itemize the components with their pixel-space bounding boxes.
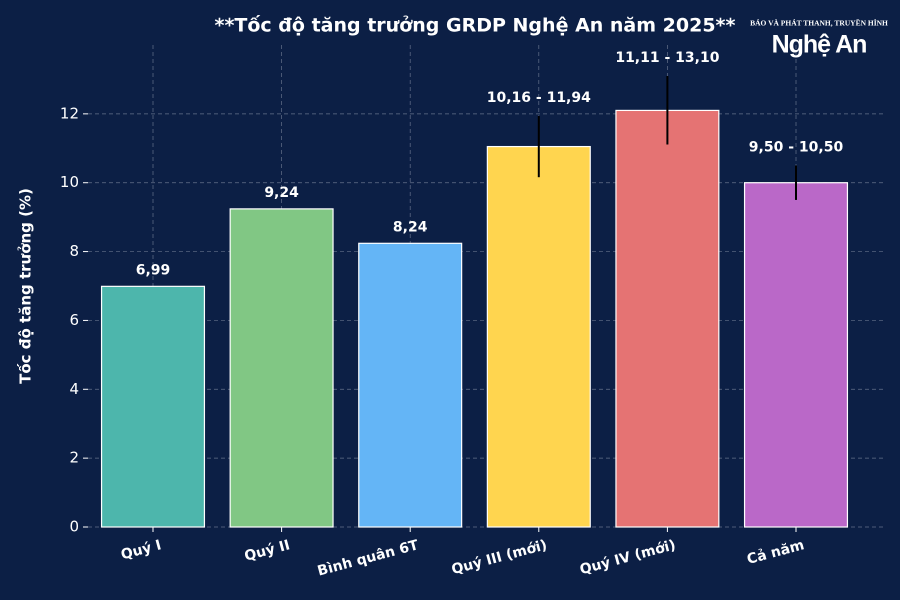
range-label: 9,50 - 10,50 — [749, 140, 844, 156]
y-tick-label: 4 — [69, 380, 79, 398]
y-tick-label: 2 — [69, 449, 79, 467]
logo-top: BÁO VÀ PHÁT THANH, TRUYỀN HÌNH — [750, 18, 888, 28]
value-label: 9,24 — [264, 185, 299, 201]
y-tick-label: 8 — [69, 242, 79, 260]
chart-title: **Tốc độ tăng trưởng GRDP Nghệ An năm 20… — [215, 14, 736, 37]
y-axis-label: Tốc độ tăng trưởng (%) — [16, 188, 35, 384]
y-tick-label: 10 — [60, 173, 79, 191]
logo-name: Nghệ An — [772, 31, 867, 59]
bar — [358, 242, 463, 528]
range-label: 11,11 - 13,10 — [615, 50, 719, 66]
y-tick-label: 0 — [69, 518, 79, 536]
bar — [100, 285, 206, 528]
value-label: 8,24 — [393, 219, 428, 235]
y-tick-label: 12 — [60, 104, 79, 122]
bar — [743, 182, 849, 528]
y-tick-label: 6 — [69, 311, 79, 329]
bar — [229, 208, 334, 528]
value-label: 6,99 — [136, 262, 171, 278]
range-label: 10,16 - 11,94 — [487, 90, 591, 106]
bar — [486, 145, 591, 528]
bar — [615, 109, 720, 528]
